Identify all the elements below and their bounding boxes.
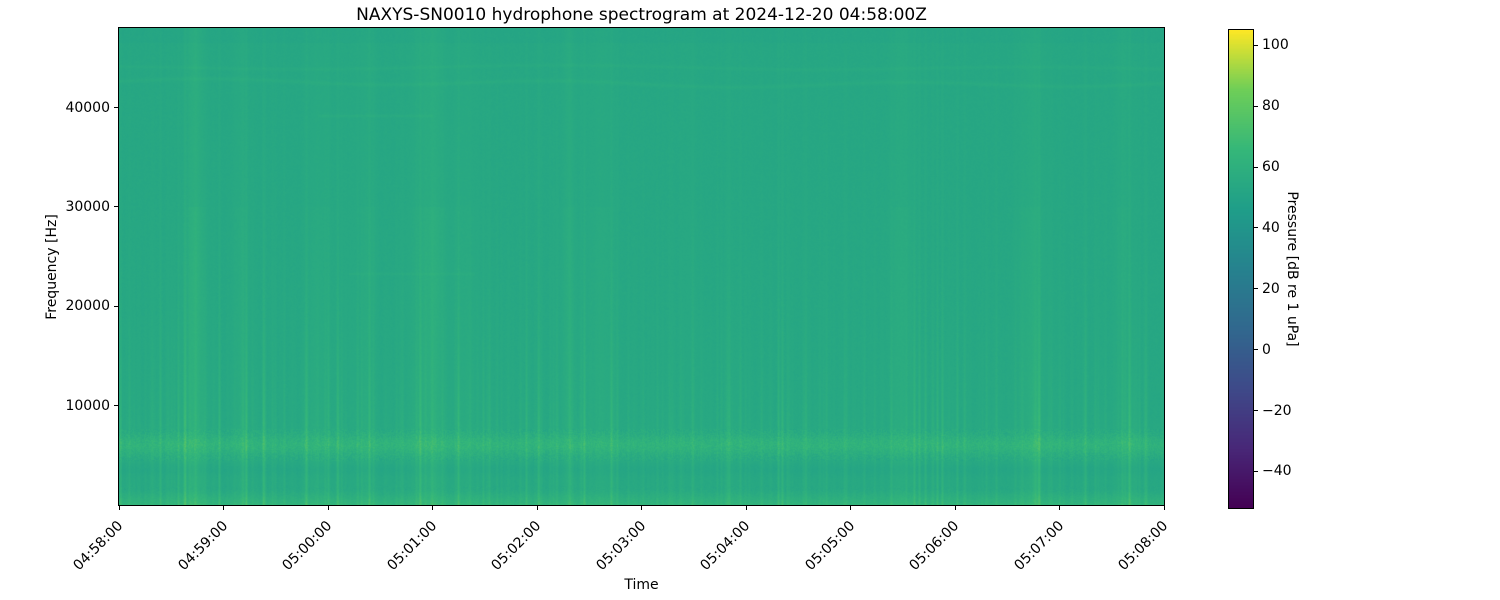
colorbar-tick-mark (1254, 349, 1258, 351)
colorbar-tick-mark (1254, 227, 1258, 229)
colorbar-canvas (1229, 30, 1253, 508)
colorbar-tick-mark (1254, 288, 1258, 290)
x-tick-mark (850, 506, 851, 510)
x-tick-label: 04:59:00 (175, 518, 231, 574)
spectrogram-canvas (119, 28, 1164, 505)
y-tick-label: 30000 (65, 198, 110, 215)
x-tick-mark (745, 506, 747, 510)
x-tick-mark (327, 506, 329, 510)
x-tick-label: 05:03:00 (593, 518, 649, 574)
colorbar-tick-mark (1254, 410, 1258, 412)
x-tick-label: 05:08:00 (1115, 518, 1172, 574)
x-tick-mark (1059, 506, 1060, 510)
x-tick-label: 05:04:00 (697, 518, 754, 574)
x-tick-mark (1163, 506, 1165, 510)
x-tick-label: 05:02:00 (488, 518, 545, 574)
x-tick-label: 04:58:00 (70, 518, 127, 574)
x-tick-label: 05:06:00 (906, 518, 963, 574)
x-tick-label: 05:07:00 (1011, 518, 1067, 574)
colorbar-tick-label: 80 (1262, 98, 1280, 115)
x-tick-mark (536, 506, 538, 510)
colorbar-tick-label: 60 (1262, 159, 1280, 175)
x-tick-mark (223, 506, 224, 510)
colorbar-tick-mark (1254, 166, 1258, 168)
colorbar-tick-label: 0 (1262, 341, 1271, 358)
colorbar (1228, 29, 1254, 509)
x-tick-label: 05:00:00 (279, 518, 336, 574)
x-tick-mark (118, 506, 120, 510)
colorbar-label: Pressure [dB re 1 uPa] (1284, 191, 1300, 347)
chart-title: NAXYS-SN0010 hydrophone spectrogram at 2… (356, 5, 927, 25)
y-tick-mark (114, 206, 118, 208)
x-tick-label: 05:01:00 (384, 518, 440, 574)
colorbar-tick-mark (1254, 105, 1258, 107)
colorbar-tick-mark (1254, 470, 1258, 472)
colorbar-tick-label: −40 (1262, 463, 1292, 480)
y-tick-mark (114, 405, 118, 407)
x-tick-mark (641, 506, 642, 510)
y-tick-mark (114, 107, 118, 108)
x-tick-mark (432, 506, 433, 510)
y-tick-label: 40000 (65, 99, 110, 116)
colorbar-tick-label: 40 (1262, 219, 1280, 236)
x-tick-label: 05:05:00 (802, 518, 858, 574)
y-tick-mark (114, 305, 118, 307)
colorbar-tick-label: −20 (1262, 402, 1292, 419)
colorbar-tick-label: 20 (1262, 280, 1280, 297)
colorbar-tick-mark (1254, 44, 1258, 46)
spectrogram-plot-area (118, 27, 1165, 506)
x-tick-mark (954, 506, 956, 510)
y-tick-label: 20000 (65, 298, 110, 315)
x-axis-label: Time (624, 577, 659, 593)
y-tick-label: 10000 (65, 397, 110, 414)
colorbar-tick-label: 100 (1262, 37, 1289, 54)
